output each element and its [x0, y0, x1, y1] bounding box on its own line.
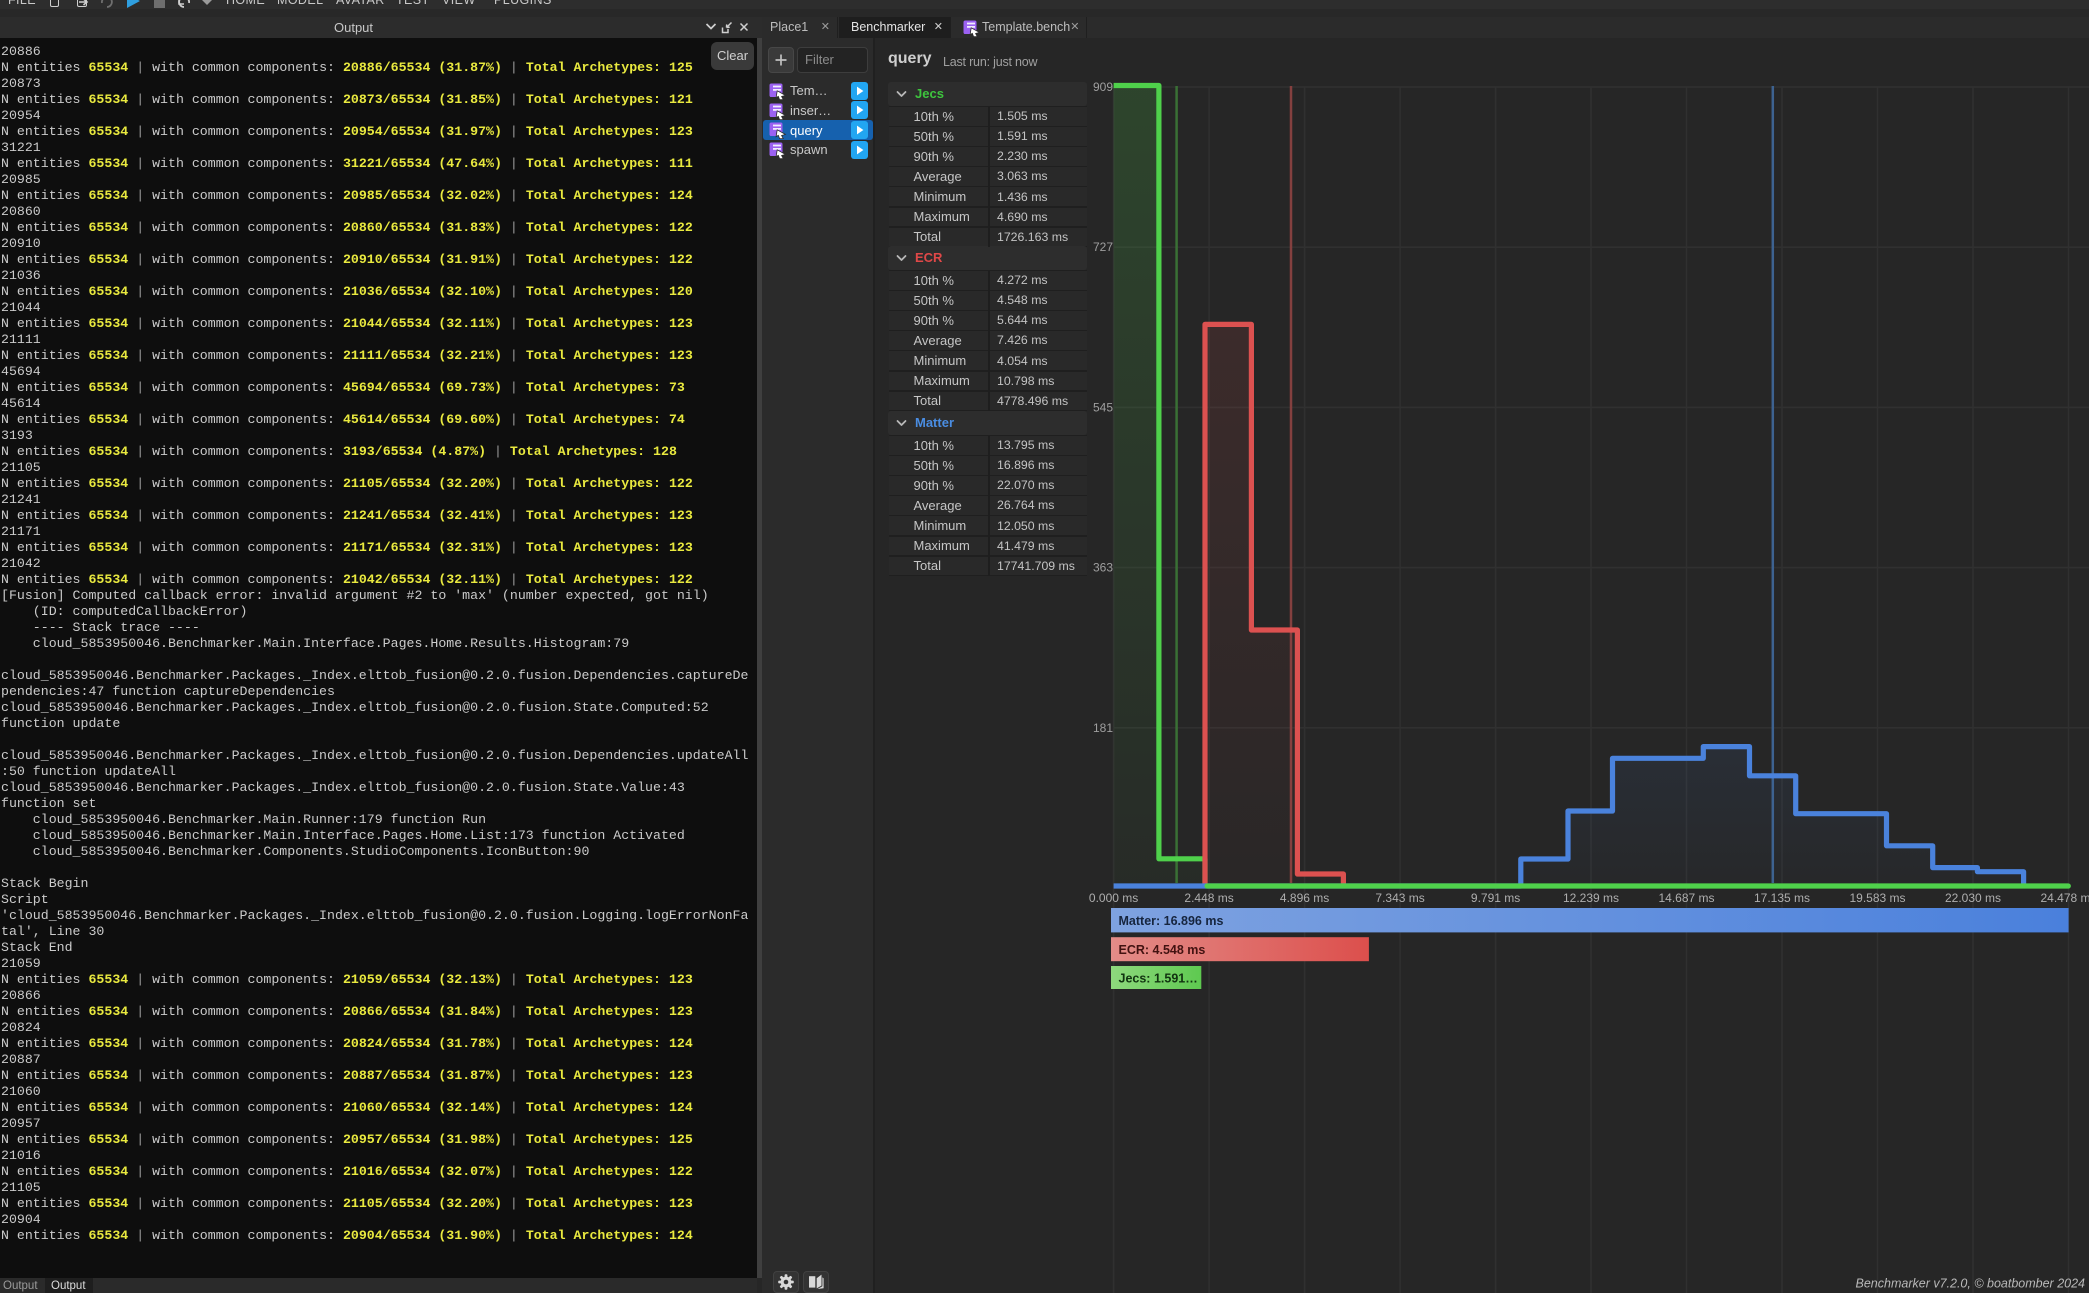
- svg-text:12.239 ms: 12.239 ms: [1563, 891, 1619, 905]
- svg-text:24.478 ms: 24.478 ms: [2040, 891, 2089, 905]
- svg-text:17.135 ms: 17.135 ms: [1754, 891, 1810, 905]
- svg-text:19.583 ms: 19.583 ms: [1849, 891, 1905, 905]
- svg-text:Matter: 16.896 ms: Matter: 16.896 ms: [1119, 914, 1224, 928]
- svg-text:22.030 ms: 22.030 ms: [1945, 891, 2001, 905]
- svg-text:2.448 ms: 2.448 ms: [1184, 891, 1233, 905]
- svg-text:727: 727: [1093, 240, 1113, 254]
- svg-text:9.791 ms: 9.791 ms: [1471, 891, 1520, 905]
- svg-text:4.896 ms: 4.896 ms: [1280, 891, 1329, 905]
- svg-text:14.687 ms: 14.687 ms: [1658, 891, 1714, 905]
- svg-text:181: 181: [1093, 721, 1113, 735]
- svg-text:7.343 ms: 7.343 ms: [1375, 891, 1424, 905]
- svg-text:Jecs: 1.591…: Jecs: 1.591…: [1119, 972, 1198, 986]
- svg-text:0.000 ms: 0.000 ms: [1089, 891, 1138, 905]
- svg-text:909: 909: [1093, 80, 1113, 94]
- svg-text:545: 545: [1093, 400, 1113, 414]
- svg-text:ECR: 4.548 ms: ECR: 4.548 ms: [1119, 943, 1206, 957]
- svg-text:Benchmarker v7.2.0, © boatbomb: Benchmarker v7.2.0, © boatbomber 2024: [1856, 1277, 2086, 1291]
- svg-text:363: 363: [1093, 561, 1113, 575]
